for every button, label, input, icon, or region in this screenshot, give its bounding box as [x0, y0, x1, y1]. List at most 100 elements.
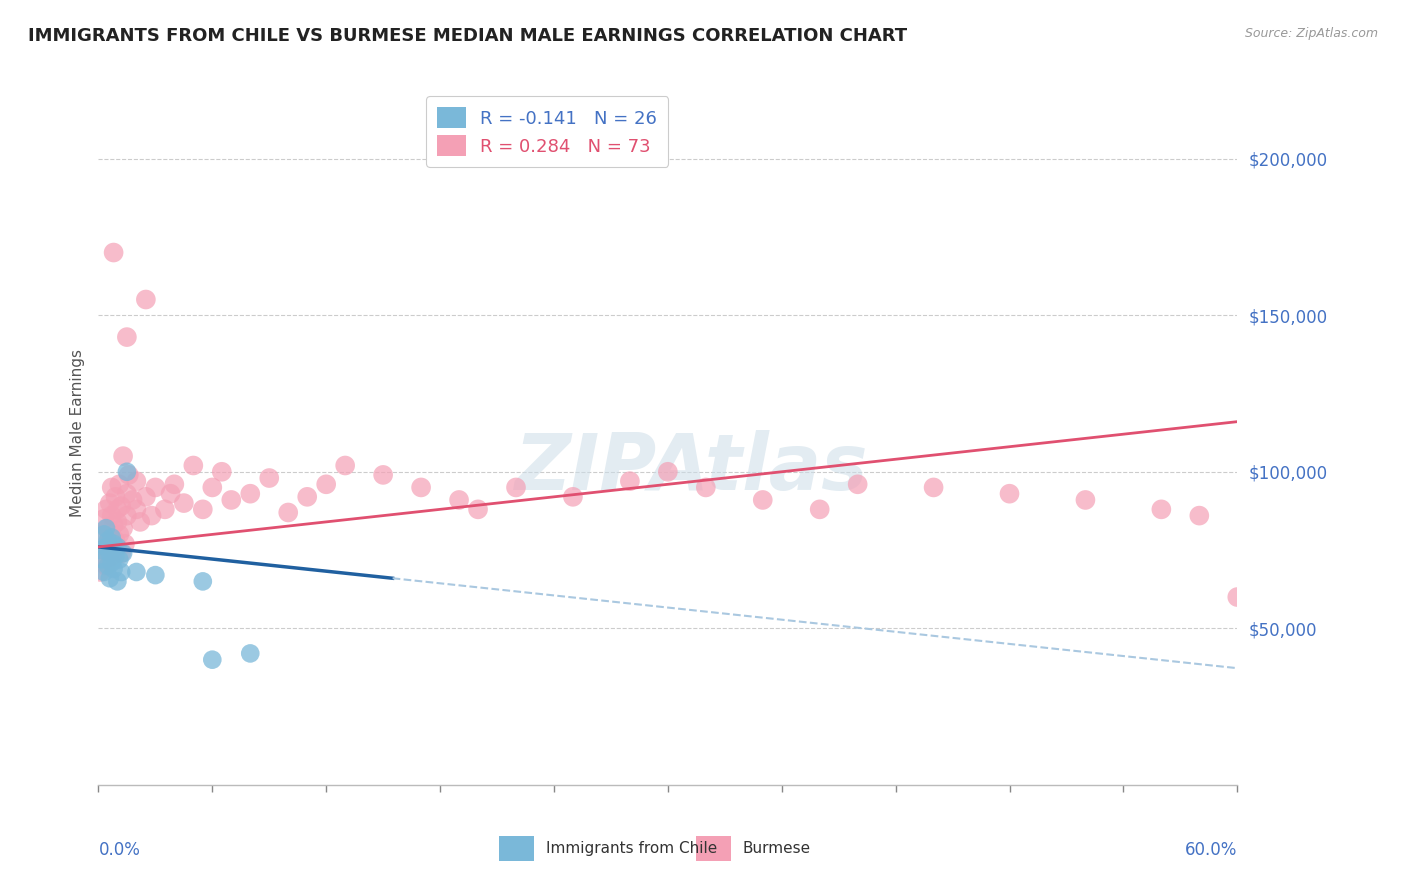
Point [93, 552, 115, 566]
Point [191, 502, 214, 516]
Point [118, 467, 141, 482]
Point [239, 647, 262, 661]
Point [104, 490, 127, 504]
Point [93, 527, 115, 541]
Point [107, 502, 129, 516]
Point [239, 486, 262, 500]
Legend: R = -0.141   N = 26, R = 0.284   N = 73: R = -0.141 N = 26, R = 0.284 N = 73 [426, 96, 668, 167]
Point [1074, 492, 1097, 507]
Text: 0.0%: 0.0% [98, 841, 141, 859]
Point [1150, 502, 1173, 516]
Point [115, 465, 138, 479]
Point [998, 486, 1021, 500]
Point [107, 540, 129, 554]
Point [163, 477, 186, 491]
Point [211, 465, 233, 479]
Point [173, 496, 195, 510]
Text: 60.0%: 60.0% [1185, 841, 1237, 859]
Point [103, 537, 125, 551]
Point [98, 546, 121, 560]
Point [108, 477, 131, 491]
Point [159, 486, 181, 500]
Point [808, 502, 831, 516]
Point [94, 540, 117, 554]
Text: IMMIGRANTS FROM CHILE VS BURMESE MEDIAN MALE EARNINGS CORRELATION CHART: IMMIGRANTS FROM CHILE VS BURMESE MEDIAN … [28, 27, 907, 45]
Text: Burmese: Burmese [742, 841, 810, 855]
Point [93, 565, 115, 579]
Point [110, 500, 132, 514]
Point [115, 508, 138, 523]
Point [100, 480, 122, 494]
Point [115, 486, 138, 500]
Point [110, 565, 132, 579]
Point [91, 552, 114, 566]
Point [619, 474, 641, 488]
Point [107, 574, 129, 589]
Point [108, 552, 131, 566]
Point [277, 506, 299, 520]
Point [98, 531, 121, 545]
Point [94, 521, 117, 535]
Point [97, 558, 120, 573]
Point [135, 293, 157, 307]
Text: Immigrants from Chile: Immigrants from Chile [546, 841, 717, 855]
Point [183, 458, 205, 473]
Point [752, 492, 775, 507]
Point [115, 330, 138, 344]
Point [97, 521, 120, 535]
Point [93, 512, 115, 526]
Point [125, 474, 148, 488]
Text: Source: ZipAtlas.com: Source: ZipAtlas.com [1244, 27, 1378, 40]
Point [922, 480, 945, 494]
Point [315, 477, 337, 491]
Point [201, 480, 224, 494]
Point [103, 245, 125, 260]
Point [141, 508, 163, 523]
Point [449, 492, 471, 507]
Point [100, 556, 122, 570]
Point [335, 458, 357, 473]
Point [104, 549, 127, 564]
Point [125, 565, 148, 579]
Point [562, 490, 585, 504]
Point [94, 558, 117, 573]
Point [121, 492, 143, 507]
Point [89, 565, 111, 579]
Point [91, 543, 114, 558]
Point [103, 537, 125, 551]
Point [100, 531, 122, 545]
Point [89, 543, 111, 558]
Point [107, 515, 129, 529]
Point [221, 492, 243, 507]
Point [108, 527, 131, 541]
Point [1226, 590, 1249, 604]
Point [1188, 508, 1211, 523]
Point [259, 471, 281, 485]
Point [110, 546, 132, 560]
Text: ZIPAtlas: ZIPAtlas [513, 430, 868, 506]
Point [145, 568, 167, 582]
Point [103, 518, 125, 533]
Point [98, 496, 121, 510]
Point [100, 549, 122, 564]
Point [103, 562, 125, 576]
Point [191, 574, 214, 589]
Point [104, 533, 127, 548]
Point [100, 508, 122, 523]
Point [846, 477, 869, 491]
Point [125, 502, 148, 516]
Point [201, 653, 224, 667]
Point [505, 480, 527, 494]
Y-axis label: Median Male Earnings: Median Male Earnings [69, 349, 84, 516]
Point [467, 502, 489, 516]
Point [114, 537, 136, 551]
Point [411, 480, 433, 494]
Point [91, 527, 114, 541]
Point [297, 490, 319, 504]
Point [135, 490, 157, 504]
Point [112, 546, 135, 560]
Point [695, 480, 717, 494]
Point [97, 540, 120, 554]
Point [371, 467, 394, 482]
Point [129, 515, 152, 529]
